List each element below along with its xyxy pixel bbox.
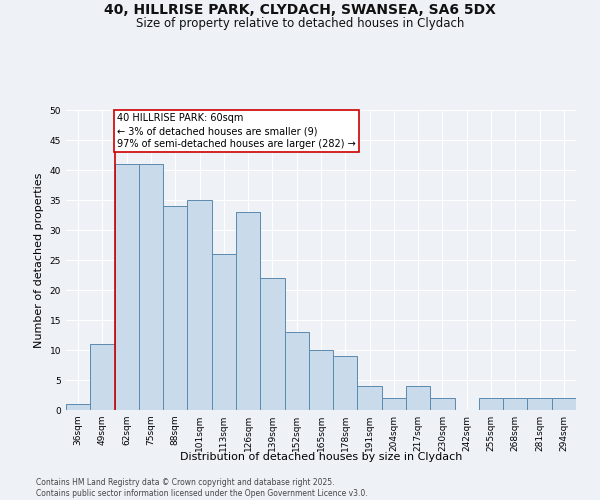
Bar (115, 164, 139, 410)
Bar (139, 164, 163, 410)
Bar (406, 386, 430, 410)
Bar (333, 356, 358, 410)
Bar (284, 332, 309, 410)
Text: 40, HILLRISE PARK, CLYDACH, SWANSEA, SA6 5DX: 40, HILLRISE PARK, CLYDACH, SWANSEA, SA6… (104, 2, 496, 16)
Bar (358, 386, 382, 410)
Text: Size of property relative to detached houses in Clydach: Size of property relative to detached ho… (136, 18, 464, 30)
Bar (187, 200, 212, 410)
Bar (527, 398, 552, 410)
Bar (260, 278, 284, 410)
Text: Distribution of detached houses by size in Clydach: Distribution of detached houses by size … (180, 452, 462, 462)
Bar (212, 254, 236, 410)
Bar (430, 398, 455, 410)
Text: 40 HILLRISE PARK: 60sqm
← 3% of detached houses are smaller (9)
97% of semi-deta: 40 HILLRISE PARK: 60sqm ← 3% of detached… (117, 113, 356, 150)
Bar (90, 344, 115, 410)
Bar (66, 404, 90, 410)
Bar (163, 206, 187, 410)
Bar (382, 398, 406, 410)
Bar (552, 398, 576, 410)
Y-axis label: Number of detached properties: Number of detached properties (34, 172, 44, 348)
Bar (479, 398, 503, 410)
Bar (309, 350, 333, 410)
Bar (236, 212, 260, 410)
Bar (503, 398, 527, 410)
Text: Contains HM Land Registry data © Crown copyright and database right 2025.
Contai: Contains HM Land Registry data © Crown c… (36, 478, 368, 498)
